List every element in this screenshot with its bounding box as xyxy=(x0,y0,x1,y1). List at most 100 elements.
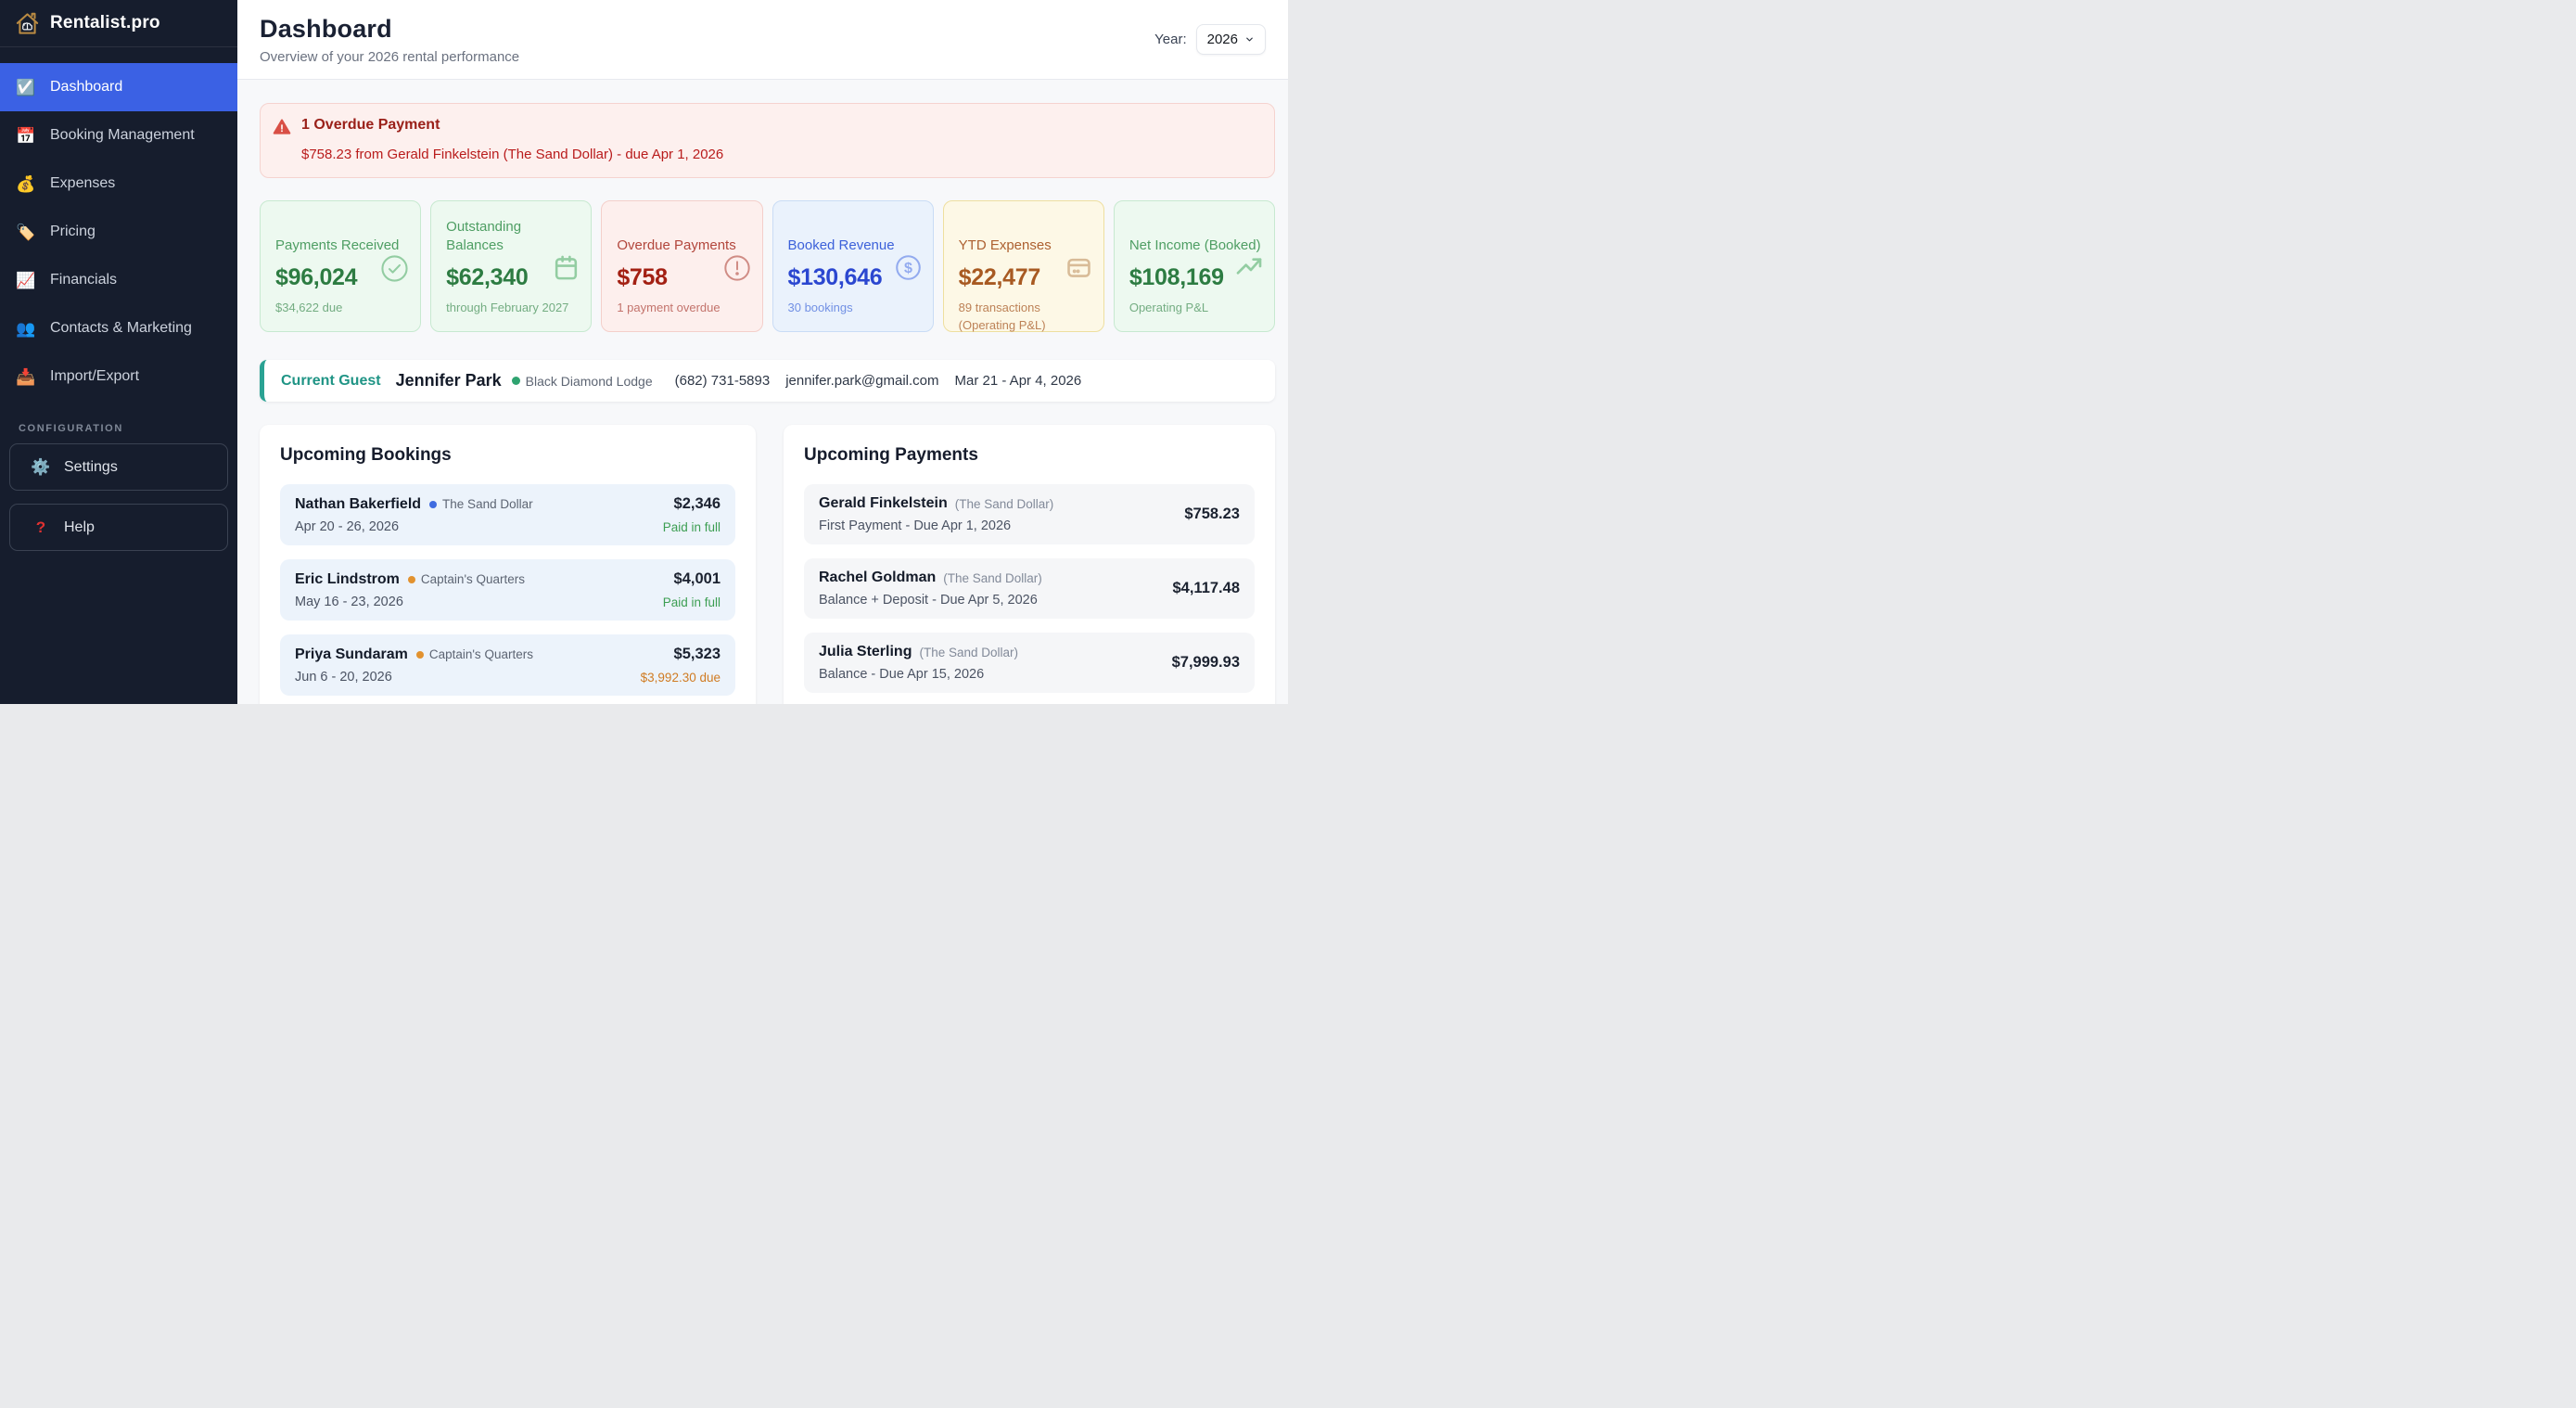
sidebar-item-label: Pricing xyxy=(50,224,96,239)
sidebar-item-pricing[interactable]: 🏷️ Pricing xyxy=(0,208,237,256)
payment-property: (The Sand Dollar) xyxy=(954,496,1054,511)
booking-dates: Apr 20 - 26, 2026 xyxy=(295,518,400,534)
payment-amount: $7,999.93 xyxy=(1171,654,1240,671)
payment-amount: $758.23 xyxy=(1184,506,1240,522)
stat-value: $108,169 xyxy=(1129,264,1224,290)
sidebar-item-label: Financials xyxy=(50,272,118,288)
panel-title: Upcoming Bookings xyxy=(280,445,452,465)
booking-guest-name: Eric Lindstrom xyxy=(295,570,400,587)
question-mark-icon: ? xyxy=(35,518,46,536)
sidebar-item-label: Expenses xyxy=(50,175,116,191)
payment-detail: Balance - Due Apr 15, 2026 xyxy=(819,667,985,682)
chart-up-icon: 📈 xyxy=(16,271,36,289)
booking-status: Paid in full xyxy=(662,520,721,534)
booking-property: Captain's Quarters xyxy=(428,647,533,661)
stat-sub: 89 transactions (Operating P&L) xyxy=(958,301,1046,332)
property-dot-green xyxy=(511,377,520,385)
stat-sub: 30 bookings xyxy=(787,301,853,314)
guest-name: Jennifer Park xyxy=(395,371,502,390)
dollar-circle-icon: $ xyxy=(894,253,923,282)
payment-row: Rachel Goldman (The Sand Dollar) Balance… xyxy=(804,558,1255,619)
check-circle-icon xyxy=(379,253,410,284)
credit-card-icon xyxy=(1065,253,1093,282)
panel-title: Upcoming Payments xyxy=(804,445,978,465)
settings-button[interactable]: ⚙️ Settings xyxy=(9,443,228,491)
stat-label: Booked Revenue xyxy=(787,237,895,254)
property-dot-orange xyxy=(415,650,424,659)
dashboard-panels: Upcoming Bookings Nathan Bakerfield The … xyxy=(260,425,1275,704)
booking-row: Nathan Bakerfield The Sand Dollar Apr 20… xyxy=(280,484,735,545)
booking-amount: $2,346 xyxy=(673,495,721,512)
stat-sub: through February 2027 xyxy=(446,301,569,314)
help-button[interactable]: ? Help xyxy=(9,504,228,551)
year-select[interactable]: 2026 xyxy=(1195,24,1266,55)
booking-status: Paid in full xyxy=(662,595,721,609)
stat-label: Outstanding Balances xyxy=(446,218,522,254)
sidebar-item-label: Import/Export xyxy=(50,368,140,384)
brand[interactable]: Rentalist.pro xyxy=(0,0,237,47)
sidebar-item-label: Contacts & Marketing xyxy=(50,320,192,336)
sidebar-item-financials[interactable]: 📈 Financials xyxy=(0,256,237,304)
payment-amount: $4,117.48 xyxy=(1172,580,1241,596)
stat-value: $22,477 xyxy=(958,264,1041,290)
payment-guest-name: Rachel Goldman xyxy=(819,570,937,585)
sidebar-item-dashboard[interactable]: ☑️ Dashboard xyxy=(0,63,237,111)
warning-triangle-icon xyxy=(273,118,291,162)
upcoming-payments-panel: Upcoming Payments Gerald Finkelstein (Th… xyxy=(784,425,1275,704)
booking-row: Priya Sundaram Captain's Quarters Jun 6 … xyxy=(280,634,735,696)
booking-dates: Jun 6 - 20, 2026 xyxy=(295,669,392,685)
booking-row: Eric Lindstrom Captain's Quarters May 16… xyxy=(280,559,735,621)
dashboard-content: 1 Overdue Payment $758.23 from Gerald Fi… xyxy=(237,80,1288,704)
sidebar-item-booking-management[interactable]: 📅 Booking Management xyxy=(0,111,237,160)
property-dot-orange xyxy=(407,575,415,583)
price-tag-icon: 🏷️ xyxy=(16,223,36,241)
stat-label: Overdue Payments xyxy=(617,237,736,254)
page-subtitle: Overview of your 2026 rental performance xyxy=(260,48,520,65)
checkbox-check-icon: ☑️ xyxy=(16,78,36,96)
stat-card-payments-received: Payments Received $96,024 $34,622 due xyxy=(260,200,422,332)
payment-row: Julia Sterling (The Sand Dollar) Balance… xyxy=(804,633,1255,693)
stat-value: $758 xyxy=(617,264,668,290)
booking-dates: May 16 - 23, 2026 xyxy=(295,594,403,609)
page-header: Dashboard Overview of your 2026 rental p… xyxy=(237,0,1288,80)
booking-property: Captain's Quarters xyxy=(420,572,526,586)
guest-email: jennifer.park@gmail.com xyxy=(785,373,939,389)
configuration-section-label: CONFIGURATION xyxy=(19,423,123,434)
payment-detail: First Payment - Due Apr 1, 2026 xyxy=(819,518,1012,533)
alert-circle-icon xyxy=(722,253,752,283)
stat-label: Net Income (Booked) xyxy=(1129,237,1261,254)
alert-detail: $758.23 from Gerald Finkelstein (The San… xyxy=(301,147,724,162)
booking-amount: $4,001 xyxy=(673,570,721,587)
stat-value: $62,340 xyxy=(446,264,529,290)
sidebar-item-contacts-marketing[interactable]: 👥 Contacts & Marketing xyxy=(0,304,237,352)
stat-sub: $34,622 due xyxy=(275,301,343,314)
money-bag-icon: 💰 xyxy=(16,174,36,193)
stat-card-net-income: Net Income (Booked) $108,169 Operating P… xyxy=(1113,200,1275,332)
payment-guest-name: Julia Sterling xyxy=(819,644,912,659)
guest-phone: (682) 731-5893 xyxy=(674,373,771,389)
year-value: 2026 xyxy=(1206,32,1238,47)
stat-label: Payments Received xyxy=(275,237,400,254)
payment-guest-name: Gerald Finkelstein xyxy=(819,495,948,511)
main-area: Dashboard Overview of your 2026 rental p… xyxy=(237,0,1288,704)
year-label: Year: xyxy=(1154,32,1187,47)
current-guest-label: Current Guest xyxy=(281,372,381,389)
gear-icon: ⚙️ xyxy=(31,458,51,476)
sidebar-item-import-export[interactable]: 📥 Import/Export xyxy=(0,352,237,401)
svg-text:$: $ xyxy=(904,260,912,276)
people-icon: 👥 xyxy=(16,319,36,338)
sidebar: Rentalist.pro ☑️ Dashboard 📅 Booking Man… xyxy=(0,0,237,704)
stat-card-overdue-payments: Overdue Payments $758 1 payment overdue xyxy=(601,200,763,332)
stat-label: YTD Expenses xyxy=(958,237,1052,254)
stat-card-outstanding-balances: Outstanding Balances $62,340 through Feb… xyxy=(430,200,593,332)
calendar-icon: 📅 xyxy=(16,126,36,145)
booking-status: $3,992.30 due xyxy=(640,671,721,685)
stat-sub: Operating P&L xyxy=(1129,301,1209,314)
house-brain-logo-icon xyxy=(15,11,40,36)
sidebar-item-expenses[interactable]: 💰 Expenses xyxy=(0,160,237,208)
guest-property: Black Diamond Lodge xyxy=(525,373,653,389)
app-title: Rentalist.pro xyxy=(50,13,160,32)
alert-title: 1 Overdue Payment xyxy=(301,117,440,133)
booking-property: The Sand Dollar xyxy=(442,497,533,511)
stat-value: $96,024 xyxy=(275,264,358,290)
